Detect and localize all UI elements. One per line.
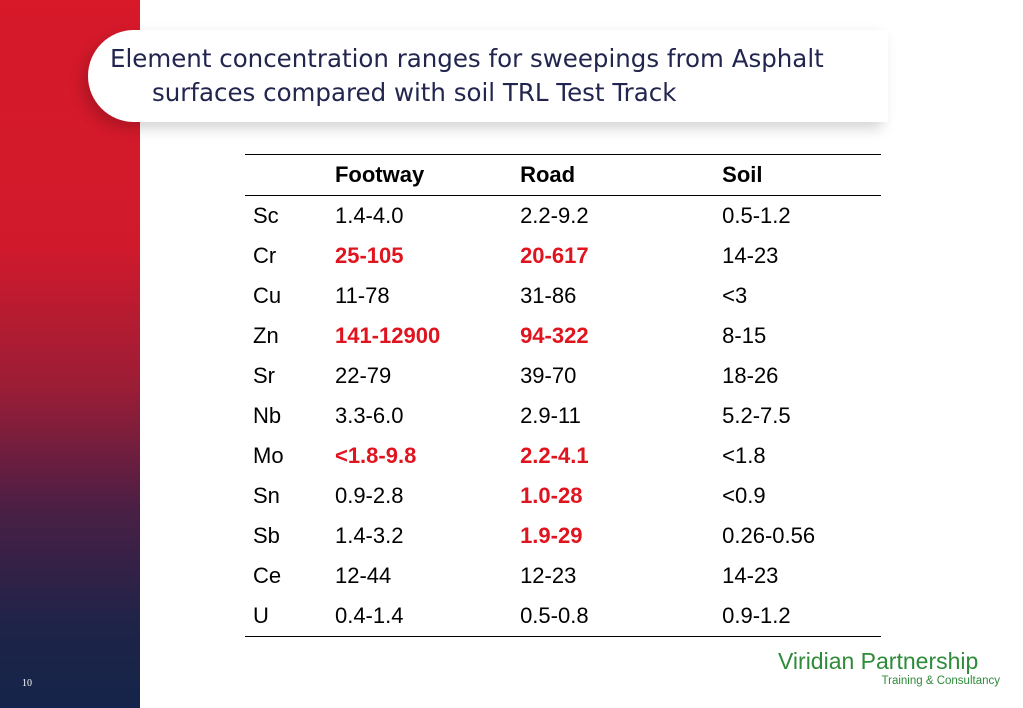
cell-footway-highlight: 141-12900 bbox=[334, 323, 441, 348]
cell-soil: 0.5-1.2 bbox=[722, 203, 791, 228]
cell-soil: <0.9 bbox=[722, 483, 766, 508]
cell-element: Zn bbox=[253, 323, 279, 348]
cell-footway: 12-44 bbox=[334, 563, 392, 588]
header-soil: Soil bbox=[722, 162, 763, 187]
cell-soil: <1.8 bbox=[722, 443, 766, 468]
logo-name: Viridian Partnership bbox=[778, 648, 979, 674]
cell-element: Sn bbox=[253, 483, 280, 508]
cell-element: Sc bbox=[253, 203, 279, 228]
table-header-row: Footway Road Soil bbox=[245, 154, 881, 196]
cell-soil: 8-15 bbox=[722, 323, 767, 348]
cell-element: Cr bbox=[253, 243, 277, 268]
cell-road: 2.9-11 bbox=[520, 403, 581, 428]
title-banner bbox=[88, 30, 888, 122]
cell-footway: 0.9-2.8 bbox=[334, 483, 404, 508]
cell-road-highlight: 2.2-4.1 bbox=[520, 443, 589, 468]
cell-footway-highlight: 25-105 bbox=[334, 243, 404, 268]
cell-element: Cu bbox=[253, 283, 282, 308]
cell-road-highlight: 20-617 bbox=[520, 243, 589, 268]
concentration-table: Footway Road Soil Sc 1.4-4.0 2.2-9.2 0.5… bbox=[245, 154, 881, 637]
slide-title: Element concentration ranges for sweepin… bbox=[110, 42, 970, 110]
cell-footway-highlight: <1.8-9.8 bbox=[334, 443, 417, 468]
header-footway: Footway bbox=[334, 162, 425, 187]
table-row: Sn 0.9-2.8 1.0-28 <0.9 bbox=[245, 476, 881, 516]
header-road: Road bbox=[520, 162, 576, 187]
cell-footway: 22-79 bbox=[334, 363, 392, 388]
cell-footway: 3.3-6.0 bbox=[334, 403, 404, 428]
table-row: Mo <1.8-9.8 2.2-4.1 <1.8 bbox=[245, 436, 881, 476]
cell-footway: 1.4-3.2 bbox=[334, 523, 404, 548]
table-row: Zn 141-12900 94-322 8-15 bbox=[245, 316, 881, 356]
table-row: Sb 1.4-3.2 1.9-29 0.26-0.56 bbox=[245, 516, 881, 556]
cell-element: Nb bbox=[253, 403, 282, 428]
cell-road-highlight: 94-322 bbox=[520, 323, 589, 348]
cell-element: Mo bbox=[253, 443, 284, 468]
cell-road: 2.2-9.2 bbox=[520, 203, 589, 228]
cell-soil: 18-26 bbox=[722, 363, 779, 388]
table-row: Cr 25-105 20-617 14-23 bbox=[245, 236, 881, 276]
page-number: 10 bbox=[22, 678, 32, 689]
title-line-1: Element concentration ranges for sweepin… bbox=[110, 44, 824, 73]
cell-road-highlight: 1.9-29 bbox=[520, 523, 583, 548]
table-row: U 0.4-1.4 0.5-0.8 0.9-1.2 bbox=[245, 596, 881, 637]
cell-road: 39-70 bbox=[520, 363, 577, 388]
table-row: Ce 12-44 12-23 14-23 bbox=[245, 556, 881, 596]
cell-soil: 14-23 bbox=[722, 563, 779, 588]
cell-road: 12-23 bbox=[520, 563, 577, 588]
cell-element: Ce bbox=[253, 563, 282, 588]
cell-soil: 14-23 bbox=[722, 243, 779, 268]
table-row: Sr 22-79 39-70 18-26 bbox=[245, 356, 881, 396]
logo-tagline: Training & Consultancy bbox=[881, 675, 1000, 687]
cell-element: U bbox=[253, 603, 269, 628]
table-row: Cu 11-78 31-86 <3 bbox=[245, 276, 881, 316]
cell-element: Sb bbox=[253, 523, 280, 548]
header-element bbox=[245, 155, 335, 196]
cell-road: 31-86 bbox=[520, 283, 577, 308]
cell-road: 0.5-0.8 bbox=[520, 603, 589, 628]
company-logo: Viridian Partnership Training & Consulta… bbox=[778, 648, 1006, 688]
title-line-2: surfaces compared with soil TRL Test Tra… bbox=[152, 78, 677, 107]
table-row: Nb 3.3-6.0 2.9-11 5.2-7.5 bbox=[245, 396, 881, 436]
cell-soil: <3 bbox=[722, 283, 748, 308]
cell-element: Sr bbox=[253, 363, 275, 388]
cell-footway: 0.4-1.4 bbox=[334, 603, 404, 628]
table-row: Sc 1.4-4.0 2.2-9.2 0.5-1.2 bbox=[245, 196, 881, 237]
cell-soil: 0.9-1.2 bbox=[722, 603, 791, 628]
cell-soil: 0.26-0.56 bbox=[722, 523, 816, 548]
cell-footway: 11-78 bbox=[334, 283, 390, 308]
cell-footway: 1.4-4.0 bbox=[334, 203, 404, 228]
cell-road-highlight: 1.0-28 bbox=[520, 483, 583, 508]
cell-soil: 5.2-7.5 bbox=[722, 403, 791, 428]
